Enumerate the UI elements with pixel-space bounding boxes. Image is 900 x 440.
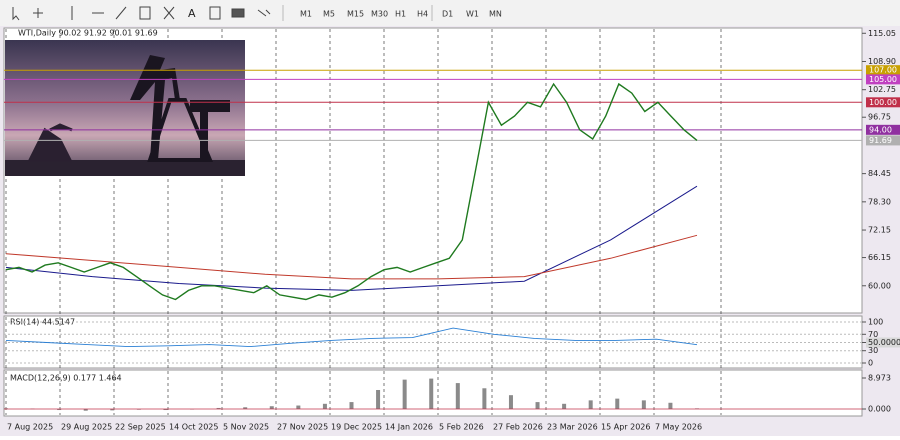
oil-photo <box>5 40 245 176</box>
time-label: 27 Nov 2025 <box>277 423 328 432</box>
time-label: 19 Dec 2025 <box>331 423 382 432</box>
y-tick-label: 30 <box>868 346 878 355</box>
level-tag <box>866 124 900 135</box>
time-label: 5 Feb 2026 <box>439 423 484 432</box>
y-tick-label: 72.15 <box>868 226 891 235</box>
histogram-bar <box>508 395 513 409</box>
timeframe-button[interactable]: D1 <box>442 10 453 19</box>
price-line <box>5 327 698 348</box>
histogram-bar <box>83 408 88 411</box>
level-tag <box>866 135 900 146</box>
level-tag <box>866 97 900 108</box>
y-tick-label: 84.45 <box>868 169 891 178</box>
moving-average <box>5 185 698 291</box>
level-label: 94.00 <box>869 125 892 134</box>
time-label: 7 May 2026 <box>655 423 702 432</box>
level-label: 105.00 <box>869 75 897 84</box>
y-tick-label: 96.75 <box>868 113 891 122</box>
y-tick-label: 60.00 <box>868 281 891 290</box>
histogram-bar <box>429 378 434 409</box>
time-label: 22 Sep 2025 <box>115 423 166 432</box>
y-tick-label: 115.05 <box>868 29 896 38</box>
time-label: 14 Oct 2025 <box>169 423 218 432</box>
macd-caption: MACD(12,26,9) 0.177 1.464 <box>10 374 122 383</box>
time-label: 5 Nov 2025 <box>223 423 269 432</box>
y-tick-label: 66.15 <box>868 253 891 262</box>
price-line <box>5 82 698 301</box>
y-tick-label: 108.90 <box>868 57 896 66</box>
histogram-bar <box>216 407 221 409</box>
histogram-bar <box>243 407 248 409</box>
histogram-bar <box>641 400 646 409</box>
histogram-bar <box>296 405 301 409</box>
moving-average <box>5 234 698 280</box>
value-tag <box>866 337 900 348</box>
chart-caption: WTI,Daily 90.02 91.92 90.01 91.69 <box>18 29 158 38</box>
level-label: 107.00 <box>869 66 897 75</box>
time-label: 27 Feb 2026 <box>493 423 543 432</box>
timeframe-button[interactable]: M30 <box>371 10 388 19</box>
histogram-bar <box>588 400 593 409</box>
y-tick-label: 102.75 <box>868 85 896 94</box>
time-label: 29 Aug 2025 <box>61 423 112 432</box>
toolbar-icons <box>12 5 433 21</box>
y-tick-label: 78.30 <box>868 197 891 206</box>
histogram-bar <box>57 408 62 411</box>
time-label: 7 Aug 2025 <box>7 423 53 432</box>
timeframe-button[interactable]: H4 <box>417 10 428 19</box>
level-label: 100.00 <box>869 98 897 107</box>
y-tick-label: 8.973 <box>868 374 891 383</box>
level-tag <box>866 74 900 85</box>
histogram-bar <box>615 398 620 409</box>
histogram-bar <box>455 383 460 409</box>
time-label: 23 Mar 2026 <box>547 423 598 432</box>
y-tick-label: 100 <box>868 318 883 327</box>
timeframe-button[interactable]: H1 <box>395 10 406 19</box>
y-tick-label: 0 <box>868 359 873 368</box>
level-label: 91.69 <box>869 136 892 145</box>
histogram-bar <box>349 402 354 409</box>
level-tag <box>866 65 900 76</box>
text-tool-icon: A <box>188 7 196 20</box>
timeframe-button[interactable]: W1 <box>466 10 479 19</box>
histogram-bar <box>482 388 487 409</box>
histogram-bar <box>668 402 673 409</box>
histogram-bar <box>402 379 407 409</box>
histogram-bar <box>322 403 327 409</box>
histogram-bar <box>163 408 168 411</box>
grid <box>5 29 722 415</box>
y-tick-label: 50.0000 <box>868 338 900 347</box>
timeframe-button[interactable]: M1 <box>300 10 312 19</box>
rsi-caption: RSI(14) 44.5147 <box>10 318 75 327</box>
histogram-bar <box>562 403 567 409</box>
timeframe-button[interactable]: M15 <box>347 10 364 19</box>
time-label: 15 Apr 2026 <box>601 423 650 432</box>
histogram-bar <box>110 408 115 411</box>
histogram-bar <box>535 402 540 409</box>
y-tick-label: 0.000 <box>868 404 891 413</box>
histogram-bar <box>376 389 381 409</box>
timeframe-button[interactable]: M5 <box>323 10 335 19</box>
time-label: 14 Jan 2026 <box>385 423 433 432</box>
y-tick-label: 70 <box>868 330 878 339</box>
timeframe-button[interactable]: MN <box>489 10 502 19</box>
histogram-bar <box>269 406 274 409</box>
